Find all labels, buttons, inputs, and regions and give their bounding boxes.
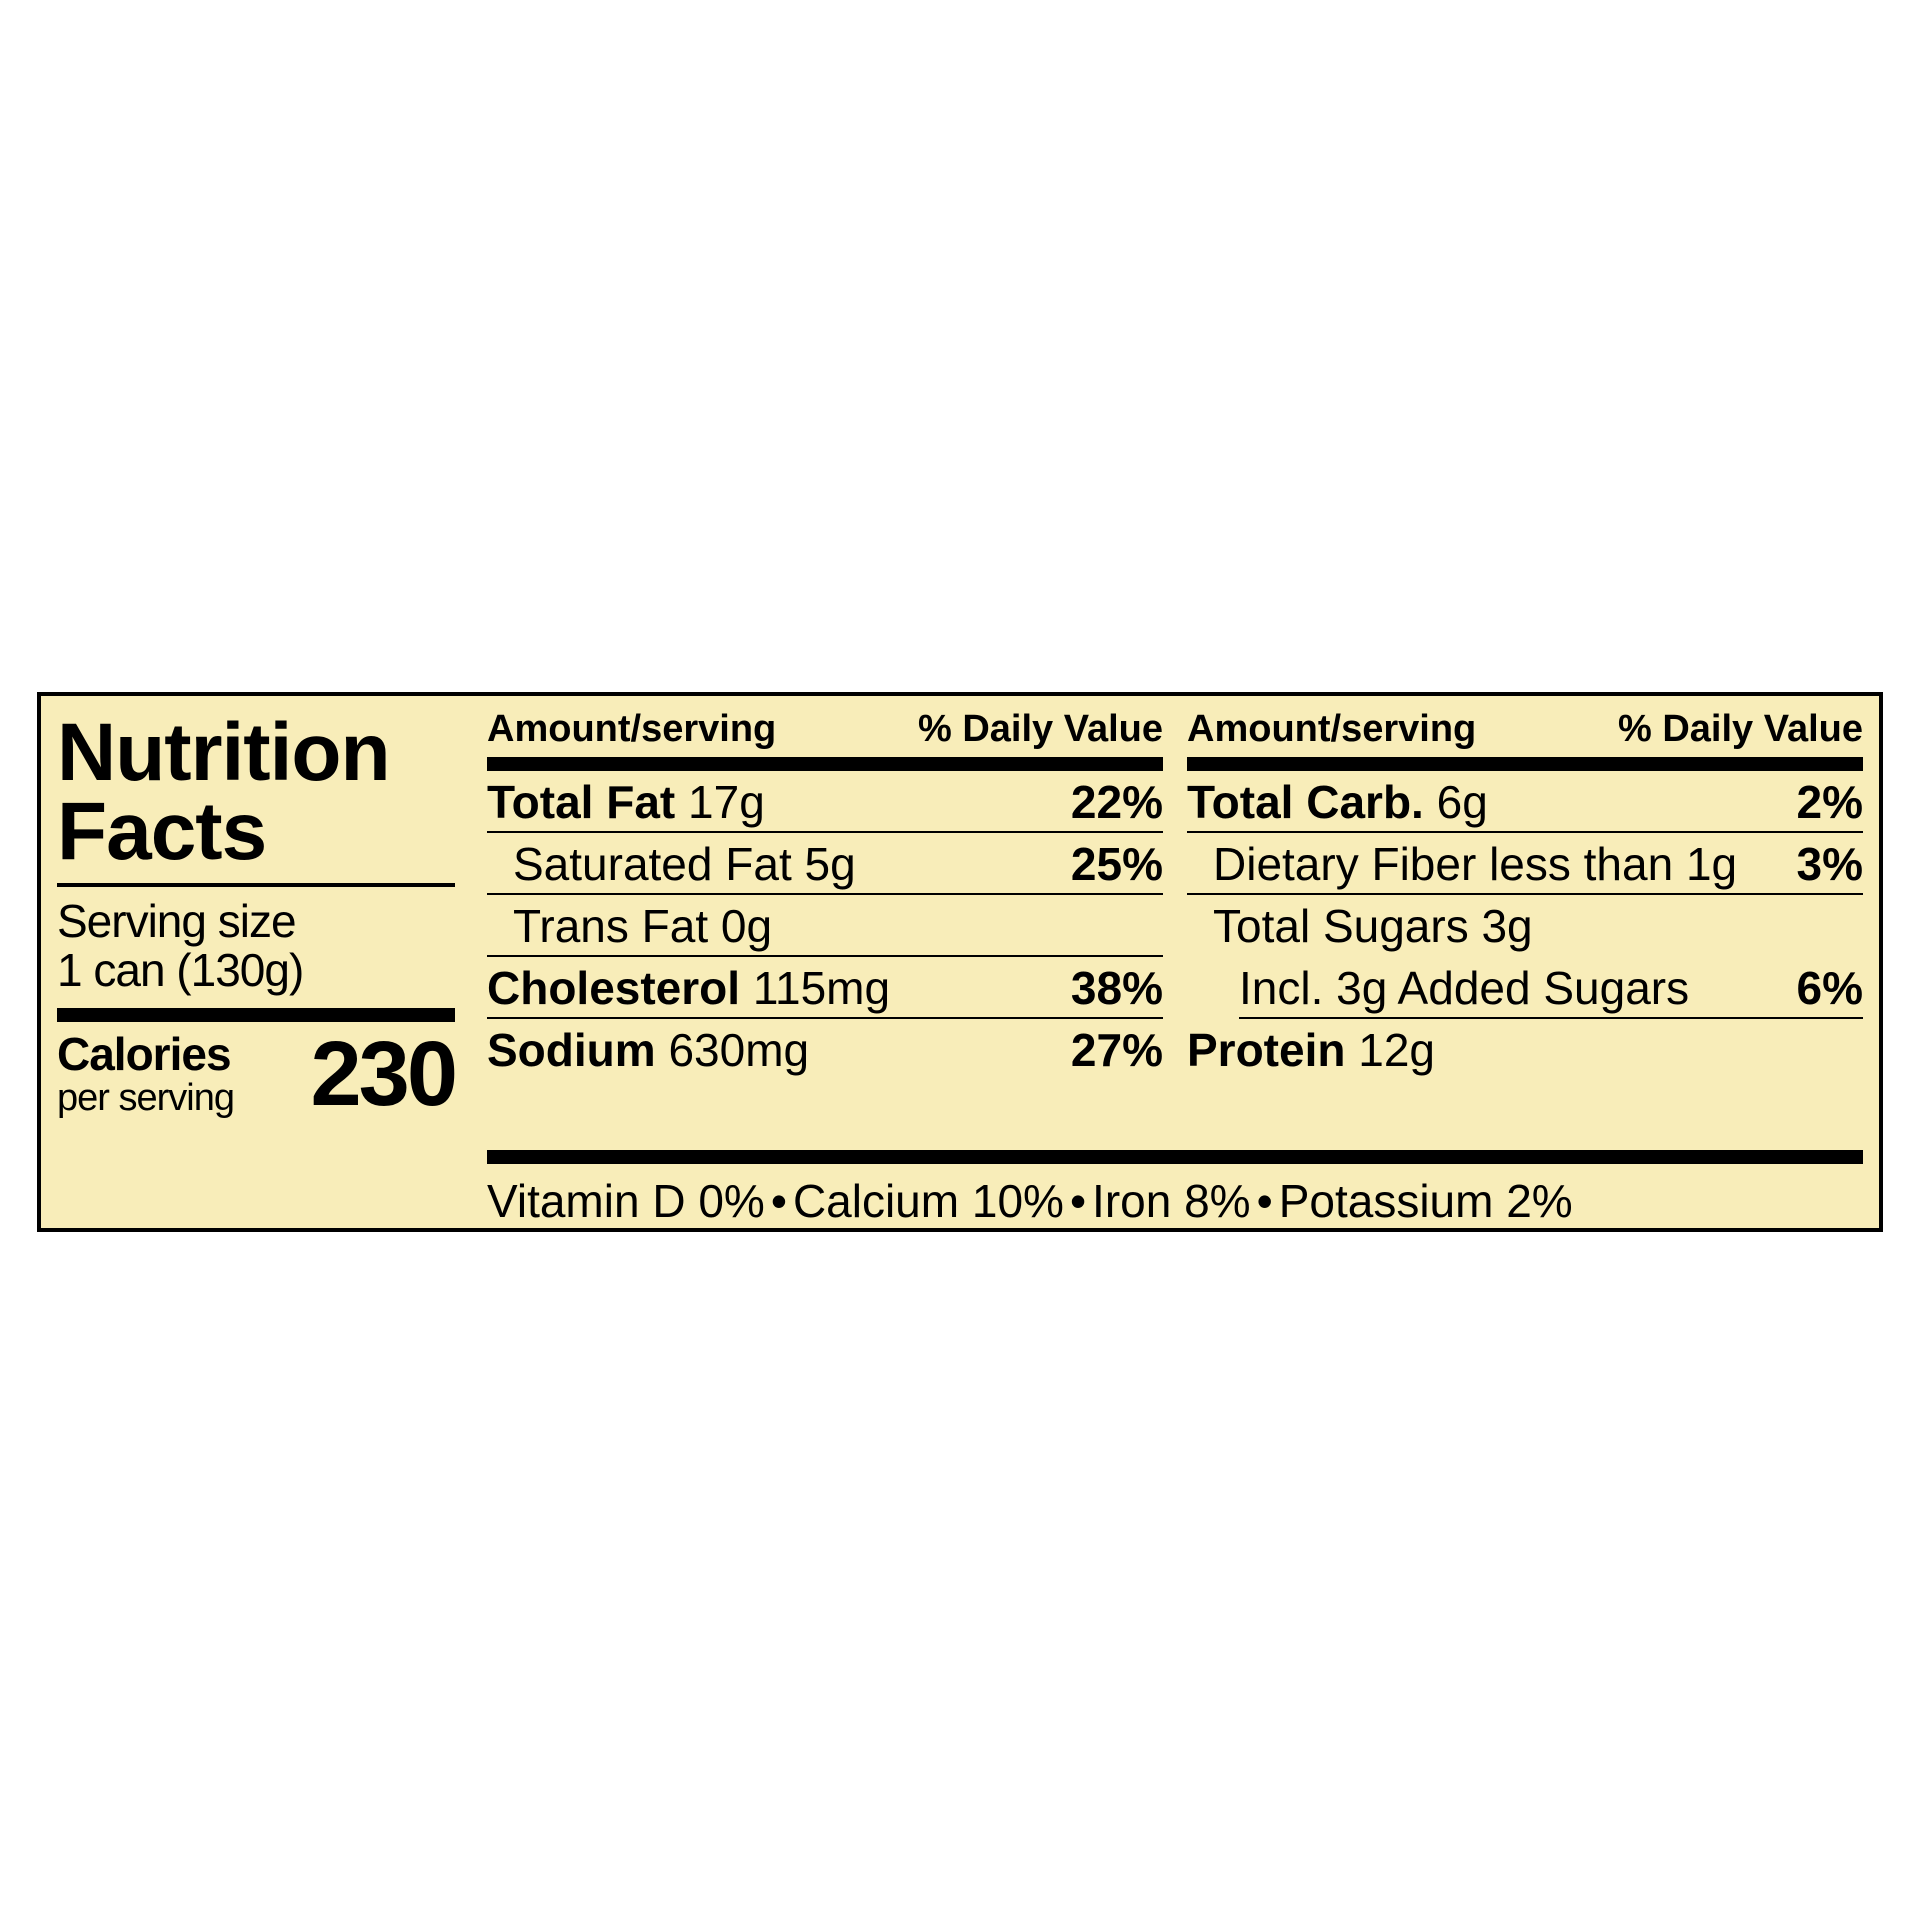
calories-value: 230 [311,1028,456,1120]
nutrition-column-1: Amount/serving % Daily Value Total Fat 1… [487,708,1163,1150]
nutrition-title: Nutrition Facts [57,714,455,871]
calories-label-block: Calories per serving [57,1033,234,1120]
nutrient-dv: 22% [1071,779,1163,825]
serving-value: 1 can (130g) [57,944,303,996]
title-line2: Facts [57,786,266,877]
nutrient-dv: 27% [1071,1027,1163,1073]
nutrient-name: Total Carb. 6g [1187,779,1488,825]
bullet-icon: • [1064,1175,1092,1227]
row-total-sugars: Total Sugars 3g [1187,895,1863,957]
nutrition-facts-panel: Nutrition Facts Serving size 1 can (130g… [37,692,1883,1232]
row-protein: Protein 12g [1187,1019,1863,1081]
row-dietary-fiber: Dietary Fiber less than 1g 3% [1187,833,1863,895]
nutrient-name: Total Sugars 3g [1187,903,1533,949]
divider-thick [487,757,1163,771]
nutrition-column-2: Amount/serving % Daily Value Total Carb.… [1187,708,1863,1150]
nutrition-columns: Amount/serving % Daily Value Total Fat 1… [471,696,1879,1228]
row-added-sugars: Incl. 3g Added Sugars 6% [1239,957,1863,1019]
header-dv: % Daily Value [918,708,1163,751]
row-cholesterol: Cholesterol 115mg 38% [487,957,1163,1019]
vitamins-footer: Vitamin D 0%•Calcium 10%•Iron 8%•Potassi… [487,1150,1863,1228]
divider-thick [57,1008,455,1022]
bullet-icon: • [1251,1175,1279,1227]
serving-label: Serving size [57,895,296,947]
row-total-carb: Total Carb. 6g 2% [1187,771,1863,833]
vitamin-d: Vitamin D 0% [487,1175,765,1227]
header-amount: Amount/serving [487,708,776,751]
bullet-icon: • [765,1175,793,1227]
nutrient-name: Trans Fat 0g [487,903,772,949]
nutrient-name: Incl. 3g Added Sugars [1239,965,1689,1011]
header-dv: % Daily Value [1618,708,1863,751]
nutrition-left-block: Nutrition Facts Serving size 1 can (130g… [41,696,471,1228]
nutrient-name: Protein 12g [1187,1027,1435,1073]
nutrient-name: Saturated Fat 5g [487,841,856,887]
nutrient-dv: 3% [1797,841,1863,887]
nutrient-dv: 25% [1071,841,1163,887]
header-amount: Amount/serving [1187,708,1476,751]
calcium: Calcium 10% [793,1175,1064,1227]
divider [57,883,455,887]
calories-row: Calories per serving 230 [57,1028,455,1120]
nutrient-dv: 6% [1797,965,1863,1011]
iron: Iron 8% [1092,1175,1251,1227]
title-line1: Nutrition [57,707,390,798]
column-header: Amount/serving % Daily Value [487,708,1163,757]
nutrient-name: Dietary Fiber less than 1g [1187,841,1737,887]
calories-label: Calories [57,1033,234,1077]
nutrient-dv: 38% [1071,965,1163,1011]
nutrient-name: Total Fat 17g [487,779,765,825]
row-saturated-fat: Saturated Fat 5g 25% [487,833,1163,895]
serving-size: Serving size 1 can (130g) [57,897,455,994]
row-trans-fat: Trans Fat 0g [487,895,1163,957]
calories-sub: per serving [57,1077,234,1120]
potassium: Potassium 2% [1279,1175,1573,1227]
row-total-fat: Total Fat 17g 22% [487,771,1163,833]
row-sodium: Sodium 630mg 27% [487,1019,1163,1081]
nutrient-name: Cholesterol 115mg [487,965,890,1011]
column-header: Amount/serving % Daily Value [1187,708,1863,757]
nutrient-name: Sodium 630mg [487,1027,809,1073]
divider-thick [1187,757,1863,771]
column-pair: Amount/serving % Daily Value Total Fat 1… [487,708,1863,1150]
nutrient-dv: 2% [1797,779,1863,825]
